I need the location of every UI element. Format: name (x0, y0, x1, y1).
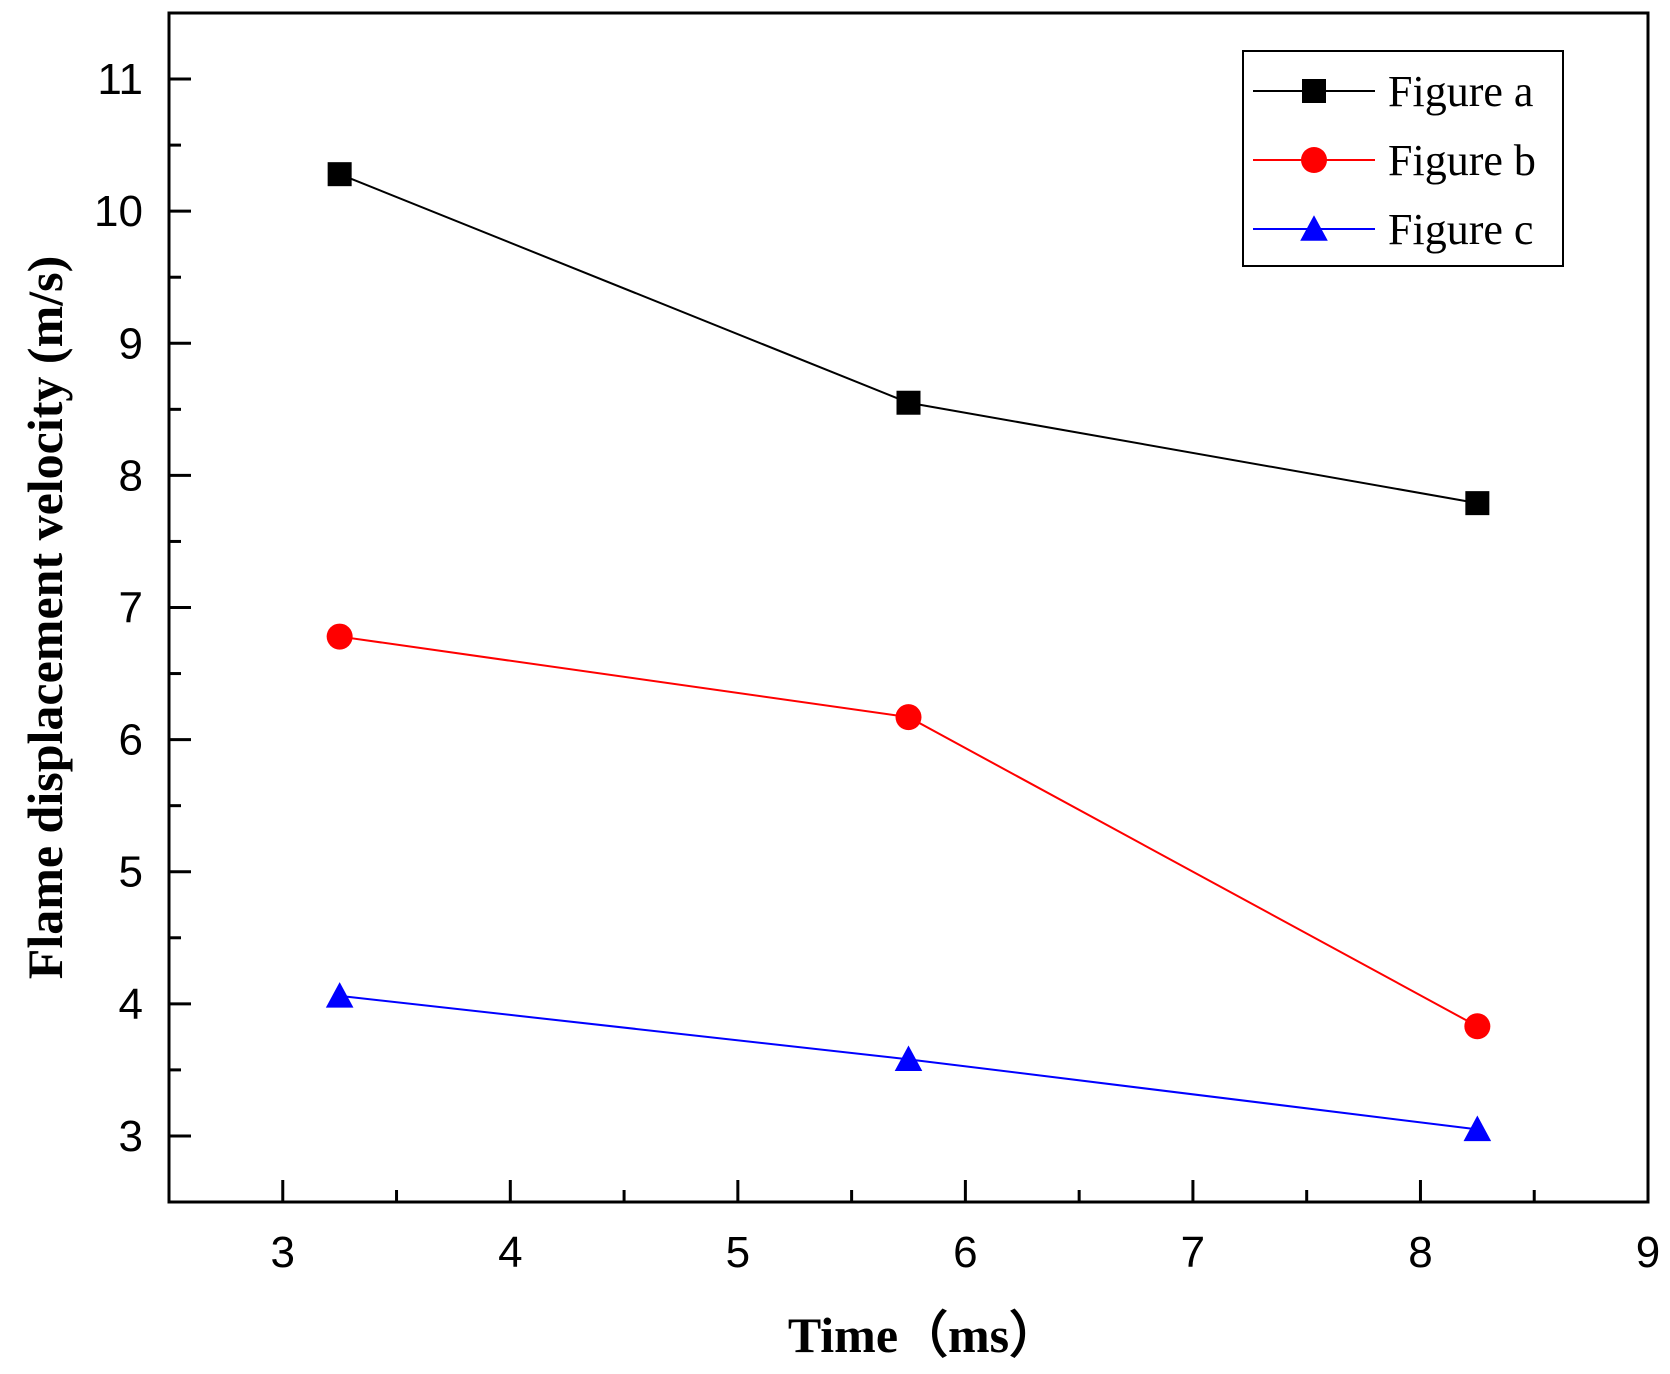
data-point (326, 623, 353, 650)
legend-item: Figure c (1253, 205, 1533, 254)
data-point (325, 982, 354, 1008)
legend-box (1242, 50, 1564, 267)
x-axis: 3 4 5 6 7 8 9 (271, 1180, 1660, 1277)
y-tick-label: 7 (119, 584, 143, 633)
x-tick-label: 4 (498, 1228, 522, 1277)
data-point (1464, 1013, 1491, 1040)
legend: Figure a Figure b Figure c (1242, 50, 1564, 267)
y-tick-label: 8 (119, 451, 143, 500)
data-point (1463, 1115, 1492, 1142)
x-tick-label: 8 (1408, 1228, 1432, 1277)
legend-label: Figure b (1388, 136, 1536, 185)
data-point (896, 390, 921, 415)
series-2 (326, 623, 1491, 1040)
y-tick-label: 4 (119, 980, 143, 1029)
y-axis: 3 4 5 6 7 8 9 10 11 (94, 55, 191, 1161)
legend-item: Figure a (1253, 67, 1533, 116)
y-tick-label: 10 (94, 187, 143, 236)
data-point (1465, 491, 1490, 516)
x-tick-label: 6 (953, 1228, 977, 1277)
y-tick-label: 3 (119, 1112, 143, 1161)
series-3 (325, 982, 1492, 1142)
data-point (895, 704, 922, 731)
y-tick-label: 5 (119, 848, 143, 897)
legend-marker (1301, 147, 1327, 173)
series-1 (327, 162, 1490, 516)
plot-layer (325, 162, 1492, 1142)
legend-marker (1302, 79, 1326, 103)
legend-label: Figure a (1388, 67, 1533, 116)
y-tick-label: 9 (119, 319, 143, 368)
y-tick-label: 6 (119, 716, 143, 765)
x-tick-label: 7 (1181, 1228, 1205, 1277)
legend-item: Figure b (1253, 136, 1536, 185)
x-axis-title: Time（ms） (788, 1307, 1059, 1363)
x-tick-label: 5 (726, 1228, 750, 1277)
y-tick-label: 11 (97, 55, 143, 104)
legend-label: Figure c (1388, 205, 1533, 254)
data-point (327, 162, 352, 187)
legend-marker (1300, 215, 1328, 241)
y-axis-title: Flame displacement velocity (m/s) (17, 256, 73, 979)
x-tick-label: 3 (271, 1228, 295, 1277)
x-tick-label: 9 (1636, 1228, 1660, 1277)
data-point (894, 1045, 923, 1072)
